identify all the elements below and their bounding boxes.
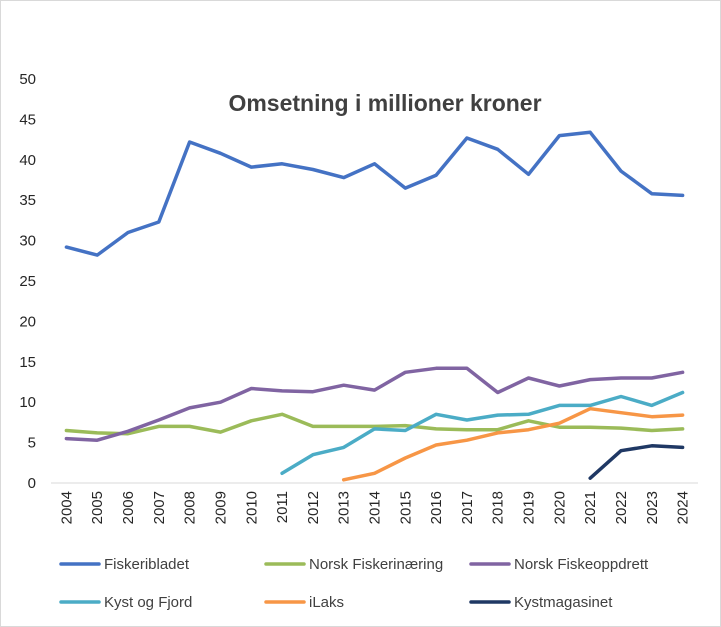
x-tick-label: 2015 [397,491,414,524]
x-tick-label: 2008 [182,491,199,524]
x-tick-label: 2016 [428,491,445,524]
y-tick-label: 10 [19,394,36,411]
x-tick-label: 2011 [274,491,291,523]
series-line-3 [280,390,685,476]
x-tick-label: 2014 [367,491,384,524]
y-tick-label: 20 [19,313,36,330]
y-tick-label: 0 [28,475,36,492]
x-tick-label: 2009 [212,491,229,524]
y-tick-label: 50 [19,71,36,88]
chart-title: Omsetning i millioner kroner [228,90,541,116]
legend: Fiskeribladet Norsk Fiskerinæring Norsk Fi… [59,556,649,611]
y-tick-label: 45 [19,111,36,128]
x-tick-label: 2007 [151,491,168,524]
legend-label: iLaks [309,594,344,611]
y-tick-label: 5 [28,435,36,452]
x-tick-label: 2024 [675,491,692,524]
x-tick-label: 2023 [644,491,661,524]
x-axis-ticks: 2004 2005 2006 2007 2008 2009 2010 2011 2012 2013… [58,491,691,524]
x-tick-label: 2017 [459,491,476,524]
x-tick-label: 2022 [613,491,630,524]
x-tick-label: 2020 [551,491,568,524]
series-line-5 [588,444,685,480]
y-tick-label: 15 [19,354,36,371]
series-line-2 [64,366,685,442]
x-tick-label: 2021 [582,491,599,524]
x-tick-label: 2005 [89,491,106,524]
y-tick-label: 25 [19,273,36,290]
y-tick-label: 35 [19,192,36,209]
y-tick-label: 40 [19,152,36,169]
x-tick-label: 2006 [120,491,137,524]
legend-label: Norsk Fiskerinæring [309,556,443,573]
series-line-4 [341,406,685,482]
legend-label: Norsk Fiskeoppdrett [514,556,649,573]
x-tick-label: 2010 [243,491,260,524]
x-tick-label: 2013 [336,491,353,524]
series-line-1 [64,412,685,436]
legend-label: Kystmagasinet [514,594,613,611]
legend-label: Kyst og Fjord [104,594,192,611]
legend-label: Fiskeribladet [104,556,190,573]
y-tick-label: 30 [19,233,36,250]
series-line-0 [64,130,685,257]
series-lines [64,130,685,482]
y-axis-ticks: 0 5 10 15 20 25 30 35 40 45 50 [19,71,36,492]
x-tick-label: 2019 [521,491,538,524]
x-tick-label: 2012 [305,491,322,524]
x-tick-label: 2004 [58,491,75,524]
x-tick-label: 2018 [490,491,507,524]
